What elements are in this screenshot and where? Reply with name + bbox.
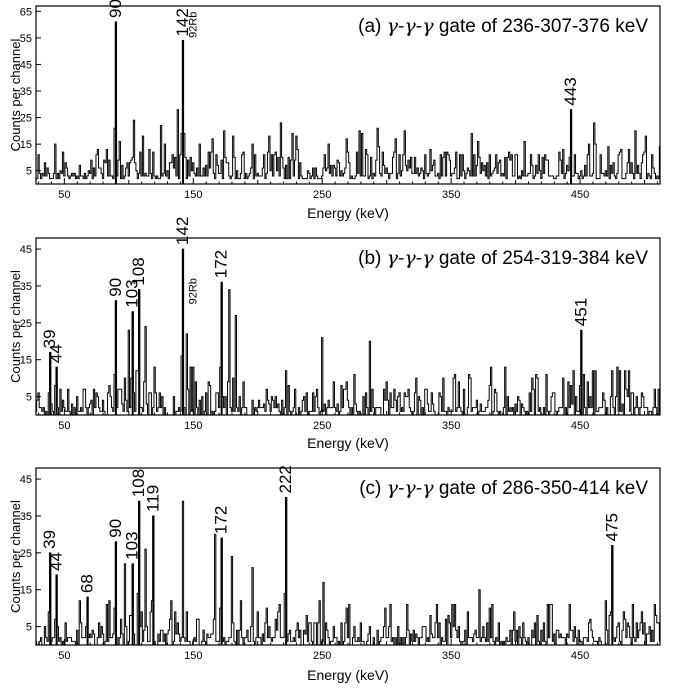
peak-label: 44 [47, 552, 66, 571]
peak-label: 142 [173, 217, 192, 245]
x-axis-label: Energy (keV) [307, 435, 389, 451]
x-tick-label: 250 [313, 420, 331, 432]
y-tick-label: 25 [20, 548, 32, 560]
y-tick-label: 5 [26, 622, 32, 634]
peak-label: 103 [123, 532, 142, 560]
peak-label: 119 [143, 485, 162, 512]
x-tick-label: 250 [313, 189, 331, 201]
peak-label: 44 [47, 344, 66, 363]
y-axis-label: Counts per channel [8, 270, 23, 383]
x-tick-label: 450 [571, 420, 589, 432]
x-tick-label: 450 [571, 189, 589, 201]
y-tick-label: 15 [20, 355, 32, 367]
y-axis-label: Counts per channel [8, 500, 23, 613]
peak-label: 39 [40, 329, 59, 348]
y-tick-label: 35 [20, 281, 32, 293]
panel-title: (a) γ-γ-γ gate of 236-307-376 keV [358, 15, 648, 37]
y-tick-label: 5 [26, 166, 32, 178]
rb92-annotation: 92Rb [187, 12, 199, 38]
x-tick-label: 350 [442, 420, 460, 432]
panel-title: (c) γ-γ-γ gate of 286-350-414 keV [359, 477, 648, 499]
peak-label: 68 [78, 574, 97, 593]
panel-c: 50 150 250 350 450 5 15 25 35 45 Energy (keV) Count… [8, 465, 661, 683]
x-tick-label: 350 [442, 650, 460, 662]
y-axis-label: Counts per channel [8, 39, 23, 152]
peak-label: 90 [106, 519, 125, 538]
x-tick-label: 50 [58, 420, 70, 432]
panel-a: 50 150 250 350 450 5 15 25 35 45 55 65 Energy (keV) C… [8, 0, 661, 221]
rb92-annotation: 92Rb [187, 278, 199, 304]
x-tick-label: 150 [184, 420, 202, 432]
peak-label: 108 [129, 469, 148, 497]
y-tick-label: 35 [20, 86, 32, 98]
spectrum-histogram [36, 497, 660, 645]
peak-label: 172 [212, 506, 231, 534]
peak-label: 103 [123, 279, 142, 307]
y-tick-label: 45 [20, 59, 32, 71]
y-tick-label: 55 [20, 33, 32, 45]
y-tick-label: 25 [20, 113, 32, 125]
peak-label: 443 [561, 77, 580, 105]
peak-label: 222 [276, 465, 295, 493]
y-tick-label: 15 [20, 585, 32, 597]
y-tick-label: 35 [20, 511, 32, 523]
panel-b: 50 150 250 350 450 5 15 25 35 45 Energy (keV) Count… [8, 217, 661, 451]
peak-label: 90 [106, 278, 125, 297]
x-tick-label: 150 [184, 650, 202, 662]
peak-label: 108 [129, 257, 148, 285]
x-tick-label: 50 [58, 650, 70, 662]
x-tick-label: 250 [313, 650, 331, 662]
x-tick-label: 150 [184, 189, 202, 201]
x-tick-label: 450 [571, 650, 589, 662]
peak-label: 90 [106, 0, 125, 18]
x-axis-label: Energy (keV) [307, 667, 389, 683]
x-axis-label: Energy (keV) [307, 205, 389, 221]
peak-label: 475 [602, 513, 621, 541]
x-tick-label: 350 [442, 189, 460, 201]
peak-label: 39 [40, 530, 59, 549]
spectrum-histogram [36, 21, 660, 180]
peak-label: 172 [212, 250, 231, 278]
x-tick-label: 50 [58, 189, 70, 201]
panel-title: (b) γ-γ-γ gate of 254-319-384 keV [358, 247, 648, 269]
y-tick-label: 5 [26, 392, 32, 404]
y-tick-label: 45 [20, 244, 32, 256]
y-tick-label: 45 [20, 474, 32, 486]
y-tick-label: 25 [20, 318, 32, 330]
peak-label: 451 [571, 298, 590, 326]
y-tick-label: 15 [20, 139, 32, 151]
y-tick-label: 65 [20, 6, 32, 18]
peak-label: 142 [173, 8, 192, 36]
